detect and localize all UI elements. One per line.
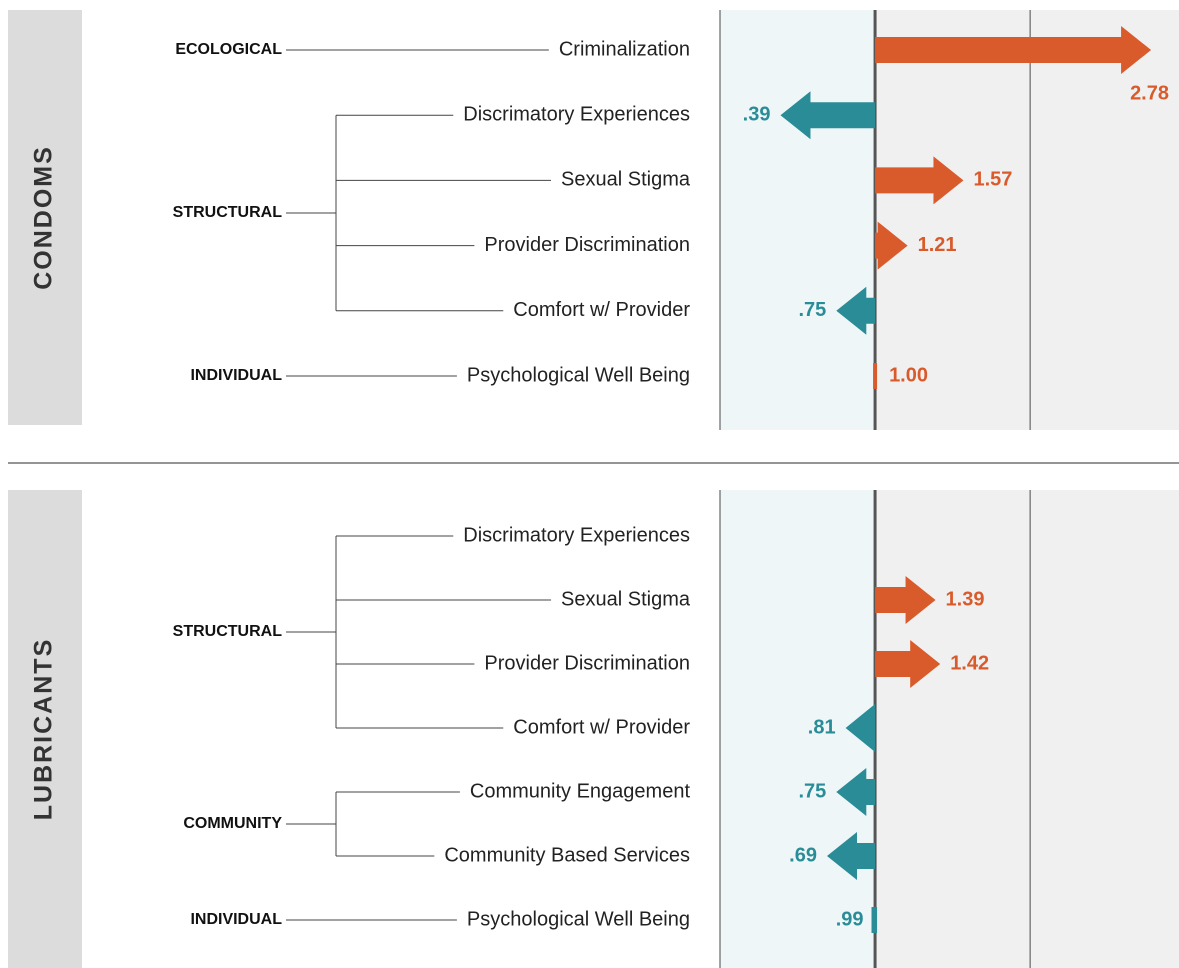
category-label: Criminalization xyxy=(559,38,690,60)
category-label: Provider Discrimination xyxy=(484,652,690,674)
arrow xyxy=(875,156,964,205)
category-label: Community Based Services xyxy=(444,844,690,866)
group-label: STRUCTURAL xyxy=(173,623,283,640)
arrow xyxy=(845,704,876,752)
category-label: Psychological Well Being xyxy=(467,364,690,386)
value-label: .69 xyxy=(789,844,817,866)
group-label: INDIVIDUAL xyxy=(190,367,282,384)
arrow xyxy=(871,907,878,933)
value-label: .39 xyxy=(743,103,771,125)
value-label: 1.21 xyxy=(918,234,957,256)
group-label: STRUCTURAL xyxy=(173,204,283,221)
category-label: Discrimatory Experiences xyxy=(463,103,690,125)
below-region xyxy=(720,10,876,430)
value-label: 1.57 xyxy=(973,169,1012,191)
category-label: Provider Discrimination xyxy=(484,234,690,256)
value-label: 1.00 xyxy=(889,364,928,386)
side-band xyxy=(8,490,82,968)
value-label: 1.39 xyxy=(946,588,985,610)
arrow xyxy=(875,221,908,270)
category-label: Psychological Well Being xyxy=(467,908,690,930)
above-region xyxy=(875,10,1179,430)
value-label: .75 xyxy=(798,299,826,321)
arrow xyxy=(875,26,1152,74)
above-region xyxy=(875,490,1179,968)
value-label: 2.78 xyxy=(1130,82,1169,104)
value-label: 1.42 xyxy=(950,652,989,674)
group-label: ECOLOGICAL xyxy=(175,41,282,58)
category-label: Discrimatory Experiences xyxy=(463,524,690,546)
category-label: Comfort w/ Provider xyxy=(513,299,690,321)
value-label: .99 xyxy=(836,908,864,930)
arrow xyxy=(873,363,878,389)
category-label: Community Engagement xyxy=(470,780,691,802)
arrow xyxy=(836,768,876,816)
panel-title: LUBRICANTS xyxy=(30,638,58,821)
category-label: Comfort w/ Provider xyxy=(513,716,690,738)
panel-title: CONDOMS xyxy=(30,145,58,290)
value-label: .75 xyxy=(798,780,826,802)
value-label: .81 xyxy=(808,716,836,738)
category-label: Sexual Stigma xyxy=(561,169,691,191)
arrow xyxy=(875,576,936,624)
arrow xyxy=(836,286,876,335)
group-label: COMMUNITY xyxy=(183,815,282,832)
arrow xyxy=(780,91,876,140)
category-label: Sexual Stigma xyxy=(561,588,691,610)
group-label: INDIVIDUAL xyxy=(190,911,282,928)
arrow xyxy=(826,832,876,880)
side-band xyxy=(8,10,82,425)
arrow xyxy=(875,640,941,688)
